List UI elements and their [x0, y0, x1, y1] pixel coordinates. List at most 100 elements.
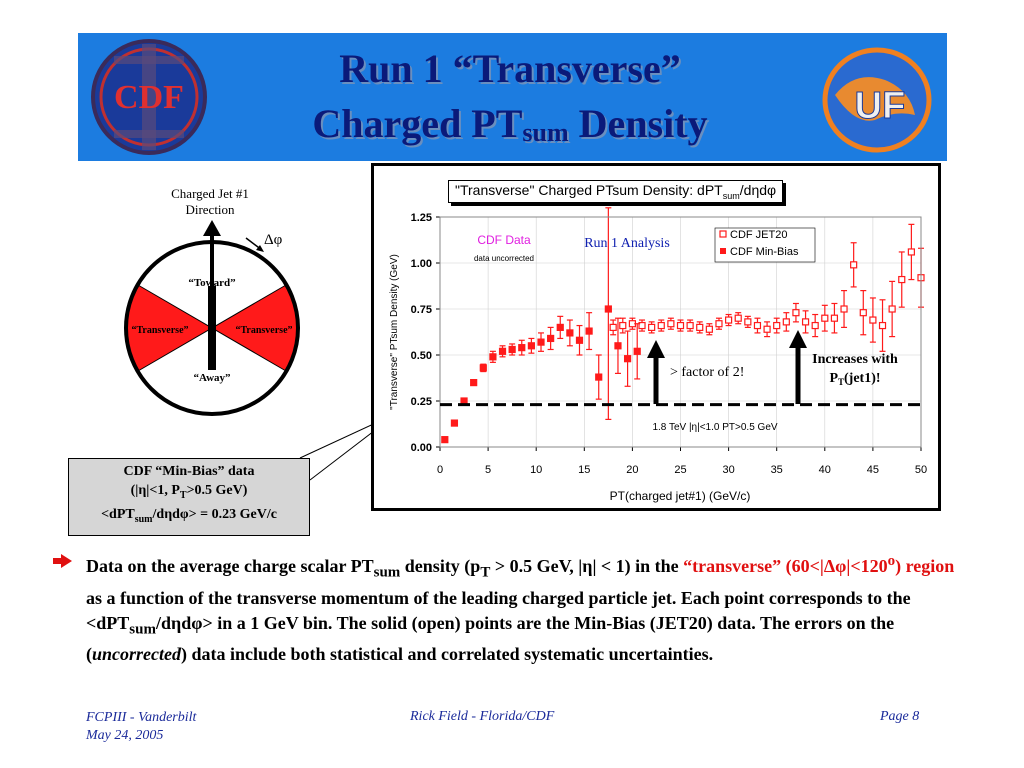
point-jet20: [850, 261, 858, 269]
point-jet20: [667, 320, 675, 328]
x-tick-label: 10: [530, 464, 542, 476]
x-tick-label: 15: [578, 464, 590, 476]
point-jet20: [715, 320, 723, 328]
footer-page: Page 8: [880, 709, 920, 724]
delta-phi-label: Δφ: [264, 232, 283, 248]
increases-annotation-line1: Increases with: [812, 352, 898, 367]
increases-annotation-line2: PT(jet1)!: [829, 371, 880, 387]
uf-logo: UF: [822, 47, 932, 153]
jet-direction-label: Charged Jet #1 Direction: [171, 186, 249, 217]
point-jet20: [696, 323, 704, 331]
point-minbias: [441, 436, 449, 444]
y-tick-label: 0.75: [411, 304, 432, 316]
point-minbias: [518, 344, 526, 352]
x-tick-label: 45: [867, 464, 879, 476]
x-tick-label: 40: [819, 464, 831, 476]
x-tick-label: 35: [771, 464, 783, 476]
point-minbias: [508, 345, 516, 354]
point-minbias: [633, 347, 641, 355]
point-minbias: [547, 334, 555, 343]
slide-title-line2: Charged PTsum Density: [312, 101, 708, 147]
point-minbias: [527, 342, 535, 350]
point-jet20: [744, 318, 752, 326]
point-minbias: [470, 379, 478, 387]
point-minbias: [623, 355, 632, 363]
bullet-arrow-icon: [53, 554, 72, 568]
point-jet20: [898, 275, 906, 284]
y-tick-label: 0.25: [411, 396, 432, 408]
point-jet20: [840, 305, 848, 313]
region-diagram: Δφ “Toward” “Transverse” “Transverse” “A…: [124, 220, 300, 416]
x-tick-label: 5: [485, 464, 491, 476]
point-minbias: [575, 336, 584, 344]
legend-label-jet20: CDF JET20: [730, 229, 787, 241]
transverse-region-left: [126, 285, 212, 371]
description-paragraph: Data on the average charge scalar PTsum …: [86, 553, 955, 665]
point-minbias: [489, 353, 497, 361]
chart-svg: 0 5 10 15 20 25 30 35 40 45 50 0.00 0.25 0.50 0.75 1.00…: [389, 207, 927, 503]
point-jet20: [907, 248, 915, 256]
increases-arrow: [789, 330, 807, 404]
point-jet20: [773, 321, 781, 330]
point-minbias: [498, 347, 507, 355]
legend-marker-jet20: [719, 230, 727, 238]
point-jet20: [734, 314, 742, 322]
y-tick-label: 0.00: [411, 442, 432, 454]
uf-logo-text: UF: [855, 85, 906, 127]
point-minbias: [585, 327, 593, 335]
point-jet20: [878, 321, 887, 330]
point-jet20: [753, 321, 762, 330]
chart-frame: [371, 163, 941, 511]
x-tick-label: 30: [722, 464, 734, 476]
point-jet20: [676, 321, 685, 330]
y-tick-label: 1.00: [411, 258, 432, 270]
point-jet20: [763, 325, 771, 333]
x-tick-label: 25: [674, 464, 686, 476]
point-jet20: [821, 314, 829, 322]
point-minbias: [460, 397, 468, 405]
point-jet20: [648, 323, 656, 331]
point-jet20: [801, 318, 810, 326]
point-jet20: [705, 325, 713, 333]
point-minbias: [604, 305, 612, 313]
cdf-data-label: CDF Data: [477, 233, 531, 247]
point-jet20: [859, 309, 867, 317]
point-minbias: [450, 419, 459, 427]
point-jet20: [888, 305, 896, 313]
point-jet20: [657, 321, 665, 330]
point-jet20: [869, 316, 877, 324]
point-jet20: [782, 318, 790, 326]
y-tick-label: 1.25: [411, 212, 432, 224]
point-jet20: [619, 321, 627, 330]
point-jet20: [638, 321, 646, 330]
cdf-logo-text: CDF: [114, 79, 184, 116]
cdf-logo: CDF: [91, 39, 207, 155]
point-minbias: [566, 329, 574, 337]
x-tick-label: 20: [626, 464, 638, 476]
point-minbias: [614, 342, 622, 350]
point-minbias: [479, 364, 487, 372]
title-banner: [78, 33, 947, 161]
factor-arrow: [647, 340, 665, 404]
slide-title-line1: Run 1 “Transverse”: [339, 46, 681, 91]
transverse-left-label: “Transverse”: [131, 325, 188, 336]
energy-label: 1.8 TeV |η|<1.0 PT>0.5 GeV: [652, 422, 777, 433]
x-tick-label: 50: [915, 464, 927, 476]
y-axis-label: "Transverse" PTsum Density (GeV): [389, 254, 400, 410]
transverse-right-label: “Transverse”: [235, 325, 292, 336]
footer-left: FCPIII - Vanderbilt May 24, 2005: [86, 710, 197, 743]
y-tick-label: 0.50: [411, 350, 432, 362]
point-minbias: [537, 338, 545, 346]
analysis-label: Run 1 Analysis: [584, 236, 670, 251]
point-jet20: [725, 316, 733, 324]
chart-legend: CDF JET20 CDF Min-Bias: [714, 227, 816, 263]
point-jet20: [609, 323, 617, 331]
point-minbias: [556, 323, 564, 331]
chart-title: "Transverse" Charged PTsum Density: dPTs…: [448, 180, 784, 203]
point-jet20: [811, 321, 819, 330]
cdf-data-sublabel: data uncorrected: [474, 254, 534, 263]
away-label: “Away”: [193, 372, 230, 384]
x-axis-label: PT(charged jet#1) (GeV/c): [610, 489, 751, 503]
factor-annotation: > factor of 2!: [670, 365, 744, 380]
plot-area: [439, 216, 922, 448]
